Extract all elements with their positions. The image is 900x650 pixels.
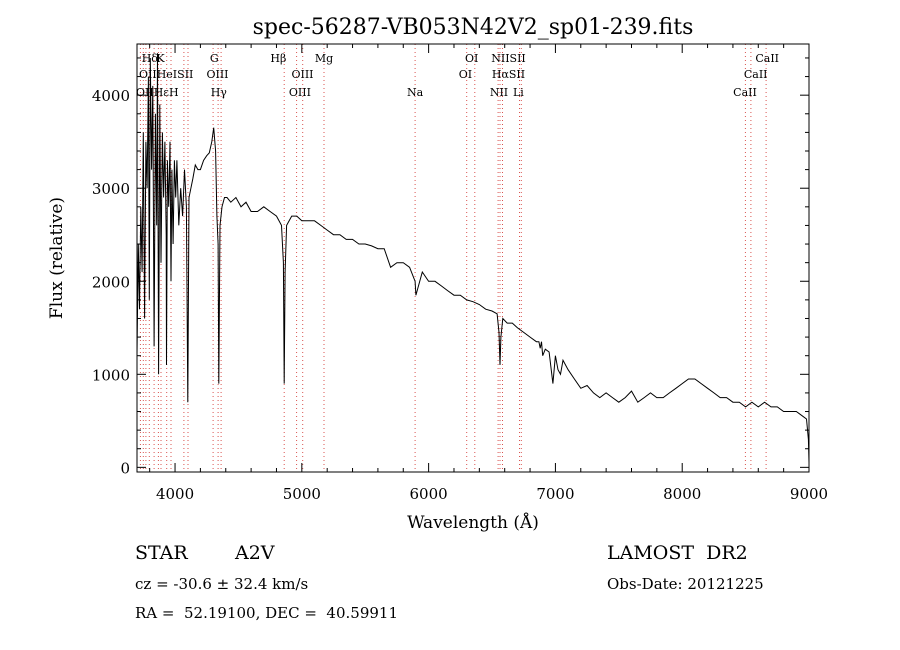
x-tick-label: 8000 [663,485,701,503]
line-label: CaII [733,86,757,99]
x-tick-label: 4000 [156,485,194,503]
line-label: OIII [291,68,313,81]
y-axis-ticks: 0 1000 2000 3000 4000 [92,57,809,477]
x-tick-label: 9000 [790,485,828,503]
line-label: Mg [315,52,333,65]
line-label: CaII [755,52,779,65]
y-axis-label: Flux (relative) [47,197,67,319]
line-label: OIII [289,86,311,99]
y-tick-label: 1000 [92,366,130,384]
spectrum-line [136,53,810,463]
redshift-velocity: cz = -30.6 ± 32.4 km/s [135,575,309,593]
y-tick-label: 2000 [92,273,130,291]
line-label: NIISII [491,52,526,65]
y-tick-label: 4000 [92,87,130,105]
line-label: OIIHeISII [139,68,193,81]
spectral-subclass: A2V [235,542,275,564]
line-label: Hγ [211,86,228,99]
plot-frame [136,43,810,473]
line-label: OI [459,68,472,81]
x-tick-label: 5000 [283,485,321,503]
y-tick-label: 3000 [92,180,130,198]
line-label: NII [490,86,508,99]
x-tick-label: 7000 [536,485,574,503]
chart-title: spec-56287-VB053N42V2_sp01-239.fits [253,15,694,40]
line-label: OI [465,52,478,65]
x-tick-label: 6000 [410,485,448,503]
sky-coordinates: RA = 52.19100, DEC = 40.59911 [135,604,399,622]
line-label: K [156,52,165,65]
line-label: CaII [744,68,768,81]
line-label: OIII [206,68,228,81]
line-label: Hβ [270,52,286,65]
x-axis-label: Wavelength (Å) [407,512,539,533]
line-label: Li [513,86,524,99]
y-tick-label: 0 [120,459,130,477]
x-axis-ticks: 4000 5000 6000 7000 8000 9000 [149,44,828,503]
line-label: G [210,52,219,65]
observation-date: Obs-Date: 20121225 [607,575,764,593]
object-type: STAR [135,542,188,564]
line-label: HαSII [492,68,525,81]
survey-name: LAMOST DR2 [607,542,748,564]
emission-line-markers [139,44,767,472]
line-label: Na [407,86,424,99]
